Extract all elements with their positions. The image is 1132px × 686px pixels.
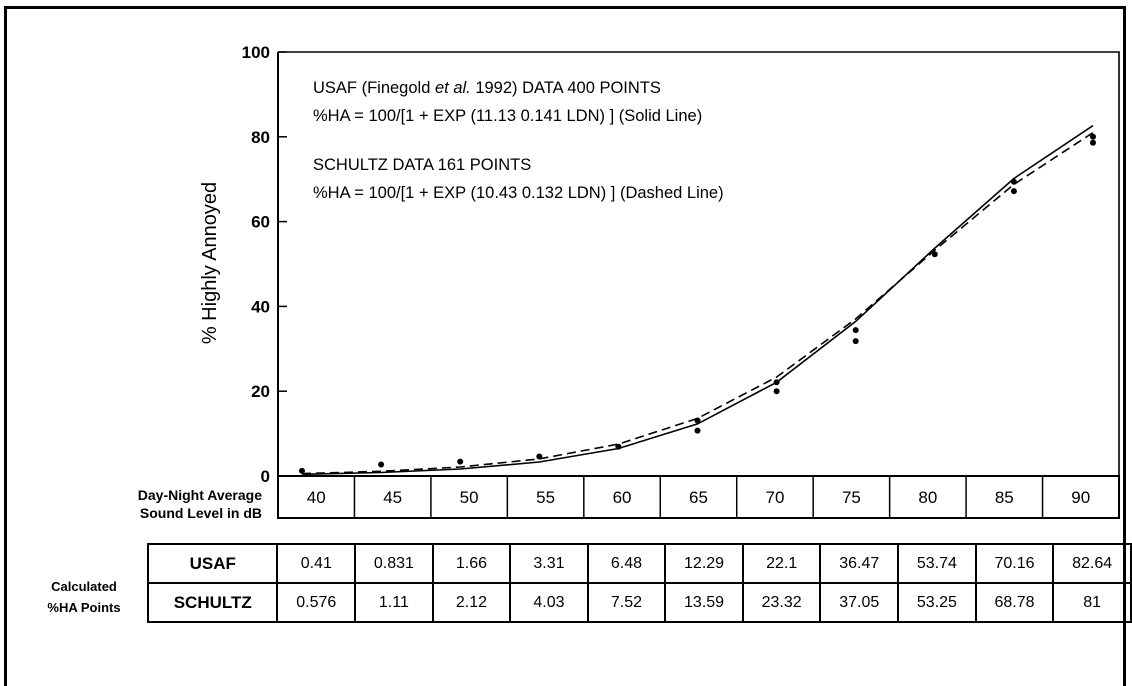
data-point-schultz — [852, 327, 859, 334]
x-tick-label: 55 — [536, 488, 555, 507]
x-tick-label: 90 — [1071, 488, 1090, 507]
data-point-schultz — [1090, 133, 1096, 140]
series-line-usaf — [301, 124, 1094, 476]
table-side-label-line2: %HA Points — [47, 600, 121, 615]
data-point-usaf — [615, 443, 622, 450]
table-cell: 6.48 — [586, 543, 667, 584]
series-line-schultz — [301, 131, 1094, 475]
table-cell: 22.1 — [741, 543, 822, 584]
table-cell: 4.03 — [509, 582, 589, 623]
x-tick-label: 70 — [765, 488, 784, 507]
y-tick-label: 100 — [242, 43, 270, 62]
x-tick-label: 80 — [918, 488, 937, 507]
x-tick-label: 75 — [842, 488, 861, 507]
table-cell: 53.74 — [897, 543, 977, 584]
table-cell: 7.52 — [586, 582, 667, 623]
x-tick-label: 60 — [613, 488, 632, 507]
x-tick-label: 65 — [689, 488, 708, 507]
y-tick-label: 0 — [261, 467, 270, 486]
y-axis-label: % Highly Annoyed — [199, 182, 221, 344]
annotation-schultz-title: SCHULTZ DATA 161 POINTS — [313, 156, 531, 174]
x-axis-box — [277, 475, 1120, 519]
data-point-usaf — [852, 338, 859, 345]
x-axis-title-line2: Sound Level in dB — [139, 505, 262, 521]
data-point-schultz — [773, 379, 780, 386]
annotation-schultz-formula: %HA = 100/[1 + EXP (10.43 0.132 LDN) ] (… — [313, 184, 724, 202]
data-point-usaf — [694, 427, 701, 434]
data-point-usaf — [931, 251, 938, 258]
annotation-usaf-formula: %HA = 100/[1 + EXP (11.13 0.141 LDN) ] (… — [313, 107, 702, 125]
table-side-label-line1: Calculated — [51, 579, 117, 594]
data-point-usaf — [457, 458, 464, 465]
x-axis-title: Day-Night Average Sound Level in dB — [40, 486, 262, 522]
table-cell: 36.47 — [819, 543, 900, 584]
annotation-block: USAF (Finegold et al. 1992) DATA 400 POI… — [313, 79, 724, 202]
x-tick-label: 40 — [307, 488, 326, 507]
table-cell: 1.11 — [354, 582, 434, 623]
table-row: SCHULTZ 0.576 1.11 2.12 4.03 7.52 13.59 23.32 37… — [146, 582, 1132, 623]
table-side-label: Calculated %HA Points — [24, 576, 144, 618]
x-tick-label: 85 — [995, 488, 1014, 507]
x-tick-label: 50 — [460, 488, 479, 507]
data-point-usaf — [773, 388, 780, 395]
figure-frame — [4, 6, 1126, 686]
y-tick-label: 20 — [251, 382, 270, 401]
table-cell: 68.78 — [974, 582, 1055, 623]
table-cell: 0.41 — [276, 543, 357, 584]
table-cell: 0.831 — [354, 543, 434, 584]
table-cell: 13.59 — [664, 582, 744, 623]
table-cell: 70.16 — [974, 543, 1055, 584]
table-cell: 23.32 — [741, 582, 822, 623]
table-cell: 0.576 — [276, 582, 357, 623]
y-tick-label: 40 — [251, 297, 270, 316]
table-cell: 53.25 — [897, 582, 977, 623]
data-point-usaf — [1090, 139, 1096, 146]
calculated-ha-table: USAF 0.41 0.831 1.66 3.31 6.48 12.29 22.1 36.47 5… — [146, 543, 1132, 623]
y-tick-label: 60 — [251, 213, 270, 232]
annotation-usaf-title: USAF (Finegold et al. 1992) DATA 400 POI… — [313, 79, 661, 97]
data-point-schultz — [694, 417, 701, 424]
table-cell: 82.64 — [1052, 543, 1132, 584]
table-cell: 12.29 — [664, 543, 744, 584]
table-cell: 81 — [1052, 582, 1132, 623]
table-cell: 1.66 — [431, 543, 512, 584]
data-point-usaf — [1010, 188, 1017, 195]
y-tick-label: 80 — [251, 128, 270, 147]
table-cell: 37.05 — [819, 582, 900, 623]
row-header: SCHULTZ — [146, 582, 279, 623]
data-point-schultz — [1010, 178, 1017, 185]
table-cell: 2.12 — [431, 582, 512, 623]
plot-frame — [278, 51, 1120, 476]
x-tick-label: 45 — [383, 488, 402, 507]
data-point-usaf — [378, 461, 385, 468]
x-axis-title-line1: Day-Night Average — [137, 487, 262, 503]
table-row: USAF 0.41 0.831 1.66 3.31 6.48 12.29 22.1 36.47 5… — [146, 543, 1132, 584]
data-point-usaf — [299, 467, 305, 474]
row-header: USAF — [146, 543, 279, 584]
table-cell: 3.31 — [509, 543, 589, 584]
